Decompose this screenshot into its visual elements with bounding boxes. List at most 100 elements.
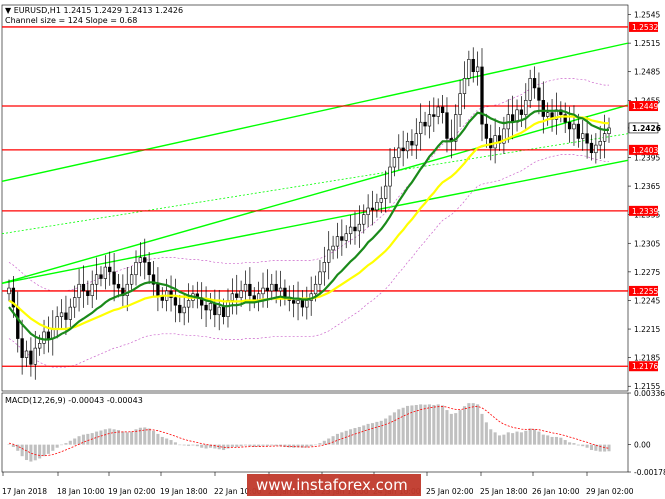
macd-bar	[300, 444, 304, 448]
macd-bar	[7, 444, 11, 445]
macd-bar	[541, 434, 545, 445]
macd-bar	[568, 442, 572, 445]
macd-bar	[195, 444, 199, 447]
candle	[178, 294, 182, 323]
candle	[436, 98, 440, 125]
macd-bar	[138, 427, 142, 445]
macd-bar	[222, 444, 226, 451]
macd-bar	[112, 429, 116, 445]
time-tick-label: 29 Jan 02:00	[586, 487, 634, 496]
macd-bar	[502, 434, 506, 445]
candle	[432, 97, 436, 132]
candle	[454, 104, 458, 151]
svg-text:www.instaforex.com: www.instaforex.com	[256, 476, 408, 494]
macd-bar	[46, 444, 50, 454]
macd-bar	[208, 444, 212, 448]
macd-tick-label: -0.00178	[634, 468, 665, 477]
candle	[24, 340, 29, 367]
macd-bar	[103, 429, 107, 445]
macd-bar	[151, 430, 156, 445]
support-resistance-levels	[2, 26, 628, 367]
macd-bar	[213, 444, 217, 449]
candle	[318, 259, 322, 296]
macd-bar	[248, 444, 252, 447]
candle	[248, 267, 252, 312]
macd-bar	[554, 436, 558, 445]
macd-bar	[169, 440, 173, 445]
price-tick-label: 1.2215	[634, 325, 660, 334]
candle	[484, 113, 489, 148]
macd-bar	[357, 426, 361, 445]
macd-bar	[598, 444, 602, 452]
candle	[20, 319, 24, 375]
level-price-label: 1.2403	[629, 144, 658, 155]
macd-bar	[95, 431, 99, 445]
channel-middle-line	[1, 104, 629, 284]
macd-bar	[182, 444, 186, 446]
price-tick-label: 1.2545	[634, 11, 660, 20]
time-tick-label: 19 Jan 18:00	[160, 487, 208, 496]
candle	[340, 219, 344, 256]
time-tick-label: 26 Jan 10:00	[532, 487, 580, 496]
macd-bar	[116, 430, 121, 445]
svg-text:1.2449: 1.2449	[632, 102, 658, 111]
candle	[322, 246, 326, 286]
candle	[370, 190, 375, 226]
macd-bar	[335, 433, 339, 445]
candle	[7, 279, 11, 302]
macd-bar	[506, 432, 510, 445]
macd-bar	[497, 435, 502, 445]
macd-bar	[375, 421, 379, 445]
candle	[589, 134, 594, 161]
candle	[419, 103, 423, 151]
price-tick-label: 1.2515	[634, 39, 660, 48]
candle	[379, 186, 383, 214]
macd-bar	[60, 444, 64, 446]
macd-tick-label: 0.00336	[634, 389, 665, 398]
macd-bar	[24, 444, 29, 461]
candle	[151, 260, 156, 297]
candle	[541, 81, 545, 134]
candle	[401, 130, 405, 167]
price-tick-label: 1.2185	[634, 354, 660, 363]
macd-bar	[589, 444, 594, 451]
candle	[296, 281, 300, 321]
macd-bar	[55, 444, 59, 448]
time-tick-label: 19 Jan 02:00	[108, 487, 156, 496]
macd-bar	[533, 429, 537, 445]
candle	[414, 118, 418, 159]
macd-bar	[191, 444, 195, 446]
macd-bar	[305, 444, 309, 448]
macd-bar	[51, 444, 55, 451]
price-tick-label: 1.2275	[634, 268, 660, 277]
macd-bar	[576, 444, 580, 446]
svg-text:1.2176: 1.2176	[632, 362, 658, 371]
macd-bar	[331, 436, 335, 445]
macd-bar	[173, 442, 177, 445]
macd-bar	[265, 444, 269, 446]
macd-bar	[134, 429, 138, 445]
candle	[344, 225, 348, 249]
macd-bar	[471, 403, 475, 445]
macd-bar	[449, 413, 453, 445]
macd-tick-label: 0.00	[634, 441, 651, 450]
macd-bar	[11, 444, 15, 447]
macd-bar	[581, 444, 585, 447]
macd-bar	[484, 422, 488, 445]
candle	[475, 51, 480, 86]
macd-bar	[309, 444, 313, 447]
time-tick-label: 25 Jan 18:00	[480, 487, 528, 496]
macd-bar	[537, 431, 541, 445]
candle	[217, 289, 221, 331]
candle	[186, 283, 191, 323]
macd-bar	[388, 415, 392, 445]
candle	[173, 278, 178, 323]
macd-bar	[546, 435, 550, 445]
candle	[265, 269, 270, 308]
macd-bar	[261, 444, 265, 446]
macd-bar	[287, 444, 291, 448]
price-pane	[1, 4, 629, 392]
candle	[29, 337, 33, 377]
